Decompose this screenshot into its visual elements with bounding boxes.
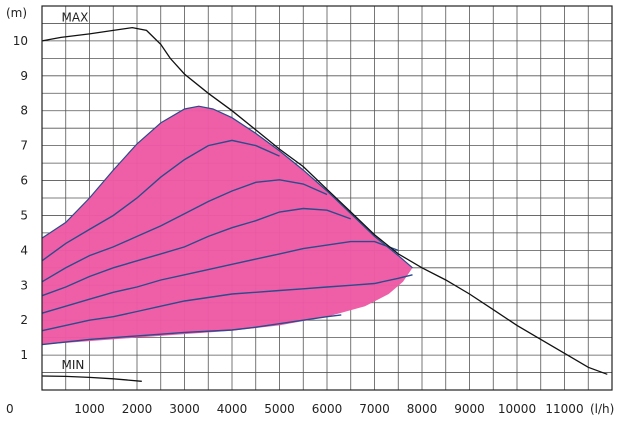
x-tick-label: 11000 (545, 402, 583, 416)
max-curve (41, 26, 608, 375)
y-tick-label: 7 (20, 139, 28, 153)
operating-area (42, 106, 413, 345)
x-tick-label: 6000 (312, 402, 343, 416)
speed-curves (41, 105, 413, 346)
limit-curves (41, 26, 608, 382)
x-tick-label: 3000 (169, 402, 200, 416)
speed-curve-3 (41, 207, 352, 297)
speed-curve-1 (41, 139, 280, 262)
speed-curve-6 (41, 314, 342, 346)
y-tick-label: 1 (20, 348, 28, 362)
y-tick-label: 2 (20, 313, 28, 327)
y-tick-label: 6 (20, 174, 28, 188)
min-curve (41, 375, 142, 382)
x-tick-label: 1000 (74, 402, 105, 416)
annotation-min: MIN (62, 358, 85, 372)
y-tick-label: 3 (20, 278, 28, 292)
x-tick-label: 2000 (122, 402, 153, 416)
y-tick-label: 10 (13, 34, 28, 48)
y-tick-label: 9 (20, 69, 28, 83)
y-tick-label: 4 (20, 243, 28, 257)
x-tick-label: 10000 (498, 402, 536, 416)
envelope-upper-edge (41, 105, 413, 269)
x-unit-label: (l/h) (590, 402, 614, 416)
x-tick-label: 8000 (407, 402, 438, 416)
x-tick-label: 5000 (264, 402, 295, 416)
operating-area-fill (42, 106, 413, 345)
tick-labels: 0 1000 2000 3000 4000 5000 6000 7000 8000 9000 100… (6, 34, 584, 416)
speed-curve-2 (41, 179, 328, 283)
annotation-max: MAX (62, 11, 89, 25)
speed-curve-4 (41, 240, 399, 314)
x-tick-label: 9000 (454, 402, 485, 416)
x-tick-label: 4000 (217, 402, 248, 416)
speed-curve-5 (41, 274, 413, 332)
y-tick-label: 8 (20, 104, 28, 118)
annotations: MAX MIN (62, 11, 89, 372)
y-tick-label: 5 (20, 208, 28, 222)
x-tick-label: 7000 (359, 402, 390, 416)
y-unit-label: (m) (6, 6, 27, 20)
x-tick-label: 0 (6, 402, 14, 416)
plot-frame (41, 5, 613, 391)
